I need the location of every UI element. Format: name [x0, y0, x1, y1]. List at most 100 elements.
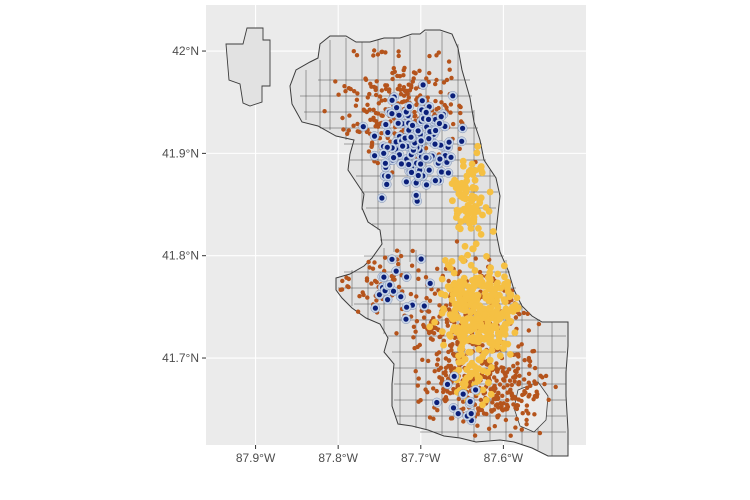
orange-point [532, 412, 537, 417]
yellow-point [462, 215, 470, 223]
orange-point [461, 419, 466, 424]
orange-point [454, 239, 460, 244]
blue-point [451, 373, 457, 379]
orange-point [396, 53, 401, 59]
orange-point [413, 329, 418, 334]
blue-point [395, 120, 401, 126]
orange-point [374, 298, 379, 303]
blue-point [408, 134, 414, 140]
yellow-point [452, 311, 459, 318]
blue-point [391, 155, 397, 161]
orange-point [426, 358, 431, 364]
orange-point [522, 358, 527, 363]
yellow-point [487, 390, 495, 398]
y-tick-label-0: 42°N [172, 44, 199, 58]
orange-point [424, 76, 429, 81]
orange-point [435, 408, 440, 413]
orange-point [389, 274, 394, 279]
orange-point [434, 388, 439, 394]
orange-point [498, 401, 503, 406]
orange-point [345, 131, 350, 136]
yellow-point [483, 396, 490, 404]
orange-point [433, 81, 438, 87]
orange-point [390, 76, 395, 82]
y-axis-ticks: 42°N 41.9°N 41.8°N 41.7°N [162, 44, 206, 365]
orange-point [375, 111, 381, 116]
yellow-point [483, 294, 491, 302]
orange-point [395, 86, 400, 92]
blue-point [372, 305, 378, 311]
orange-point [531, 348, 537, 354]
yellow-point [476, 196, 483, 204]
blue-point [409, 122, 416, 128]
yellow-point [449, 197, 456, 205]
orange-point [442, 102, 447, 108]
yellow-point [486, 188, 494, 196]
orange-point [345, 284, 350, 289]
blue-point [455, 411, 461, 417]
orange-point [371, 53, 376, 58]
orange-point [513, 425, 518, 430]
orange-point [367, 91, 372, 97]
blue-point [403, 316, 409, 322]
orange-point [467, 380, 473, 385]
blue-point [460, 391, 466, 397]
yellow-point [467, 309, 474, 316]
ohare-area [225, 27, 271, 107]
orange-point [443, 356, 449, 361]
orange-point [513, 395, 518, 401]
orange-point [446, 307, 452, 312]
yellow-point [466, 371, 474, 379]
yellow-point [463, 366, 471, 373]
orange-point [379, 98, 384, 103]
blue-point [393, 268, 399, 274]
orange-point [519, 427, 524, 432]
orange-point [524, 403, 530, 408]
yellow-point [461, 207, 469, 215]
blue-point [421, 303, 427, 309]
blue-point [408, 169, 415, 175]
blue-point [434, 399, 440, 406]
yellow-point [509, 308, 517, 315]
blue-point [426, 136, 432, 142]
orange-point [412, 114, 417, 119]
orange-point [368, 117, 373, 123]
blue-point [360, 124, 366, 130]
orange-point [392, 69, 397, 75]
blue-point [396, 112, 402, 118]
orange-point [426, 309, 432, 314]
blue-point [438, 169, 445, 175]
orange-point [427, 70, 432, 76]
orange-point [420, 357, 425, 362]
orange-point [352, 89, 357, 94]
orange-point [446, 278, 451, 284]
orange-point [478, 397, 484, 403]
orange-point [531, 397, 536, 402]
blue-point [420, 82, 426, 88]
yellow-point [426, 323, 434, 331]
orange-point [440, 378, 445, 383]
orange-point [428, 336, 434, 341]
orange-point [448, 366, 453, 371]
yellow-point [503, 313, 511, 321]
orange-point [496, 390, 501, 395]
yellow-point [441, 257, 449, 264]
yellow-point [481, 289, 489, 297]
orange-point [520, 411, 525, 416]
x-tick-label-0: 87.9°W [236, 451, 276, 465]
yellow-point [479, 401, 486, 409]
orange-point [444, 320, 450, 325]
orange-point [396, 261, 401, 267]
orange-point [500, 407, 506, 412]
yellow-point [468, 197, 476, 205]
yellow-point [500, 296, 508, 304]
blue-point [389, 97, 395, 103]
orange-point [436, 367, 441, 373]
orange-point [437, 375, 442, 380]
orange-point [364, 109, 369, 115]
orange-point [527, 363, 532, 368]
orange-point [444, 77, 450, 83]
orange-point [435, 357, 441, 362]
blue-point [398, 294, 404, 300]
yellow-point [513, 294, 521, 302]
